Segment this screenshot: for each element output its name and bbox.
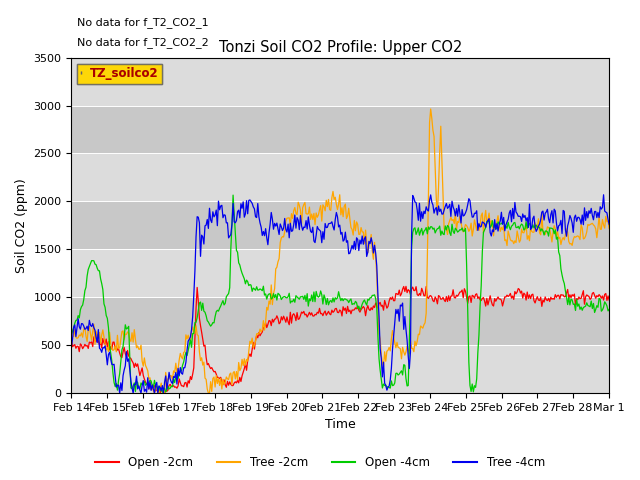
Line: Tree -4cm: Tree -4cm [72, 195, 609, 393]
Bar [72, 249, 609, 297]
Open -4cm [605, 306, 613, 312]
Open -2cm [465, 294, 473, 300]
Bar [72, 106, 609, 154]
Tree -4cm [557, 217, 564, 223]
Tree -2cm [296, 202, 303, 208]
Tree -2cm [236, 368, 244, 373]
Line: Open -4cm: Open -4cm [72, 195, 609, 392]
Tree -4cm [369, 250, 377, 256]
Line: Tree -2cm: Tree -2cm [72, 109, 609, 393]
Tree -2cm [68, 326, 76, 332]
Tree -2cm [605, 226, 613, 231]
Bar [72, 58, 609, 106]
Open -4cm [237, 267, 244, 273]
Tree -4cm [236, 215, 244, 221]
Tree -4cm [600, 192, 607, 198]
Tree -2cm [150, 390, 158, 396]
Open -2cm [369, 303, 377, 309]
Text: No data for f_T2_CO2_2: No data for f_T2_CO2_2 [77, 37, 209, 48]
Y-axis label: Soil CO2 (ppm): Soil CO2 (ppm) [15, 178, 28, 273]
Open -4cm [229, 192, 237, 198]
Open -4cm [68, 331, 76, 337]
X-axis label: Time: Time [325, 419, 356, 432]
Bar [72, 154, 609, 202]
Open -2cm [156, 390, 164, 396]
Bar [72, 297, 609, 345]
Open -4cm [296, 294, 304, 300]
Text: No data for f_T2_CO2_1: No data for f_T2_CO2_1 [77, 17, 209, 28]
Tree -2cm [396, 345, 403, 351]
Legend: Open -2cm, Tree -2cm, Open -4cm, Tree -4cm: Open -2cm, Tree -2cm, Open -4cm, Tree -4… [90, 452, 550, 474]
Open -4cm [465, 359, 473, 365]
Open -2cm [605, 297, 613, 303]
Open -2cm [402, 284, 410, 289]
Tree -4cm [296, 227, 303, 232]
Open -4cm [371, 292, 378, 298]
Title: Tonzi Soil CO2 Profile: Upper CO2: Tonzi Soil CO2 Profile: Upper CO2 [219, 40, 462, 55]
Tree -2cm [465, 228, 473, 234]
Open -2cm [296, 316, 303, 322]
Open -2cm [558, 292, 566, 298]
Open -4cm [558, 272, 566, 278]
Tree -4cm [464, 202, 472, 207]
Tree -4cm [116, 390, 124, 396]
Tree -4cm [605, 221, 613, 227]
Tree -4cm [68, 343, 76, 349]
Bar [72, 345, 609, 393]
Tree -4cm [396, 318, 403, 324]
Open -2cm [396, 287, 403, 293]
Bar [72, 202, 609, 249]
Open -4cm [159, 389, 166, 395]
Open -2cm [68, 337, 76, 343]
Tree -2cm [427, 106, 435, 112]
Open -4cm [397, 370, 404, 375]
Tree -2cm [369, 256, 377, 262]
Legend: TZ_soilco2: TZ_soilco2 [77, 63, 163, 84]
Line: Open -2cm: Open -2cm [72, 287, 609, 393]
Open -2cm [236, 374, 244, 380]
Tree -2cm [558, 237, 566, 242]
